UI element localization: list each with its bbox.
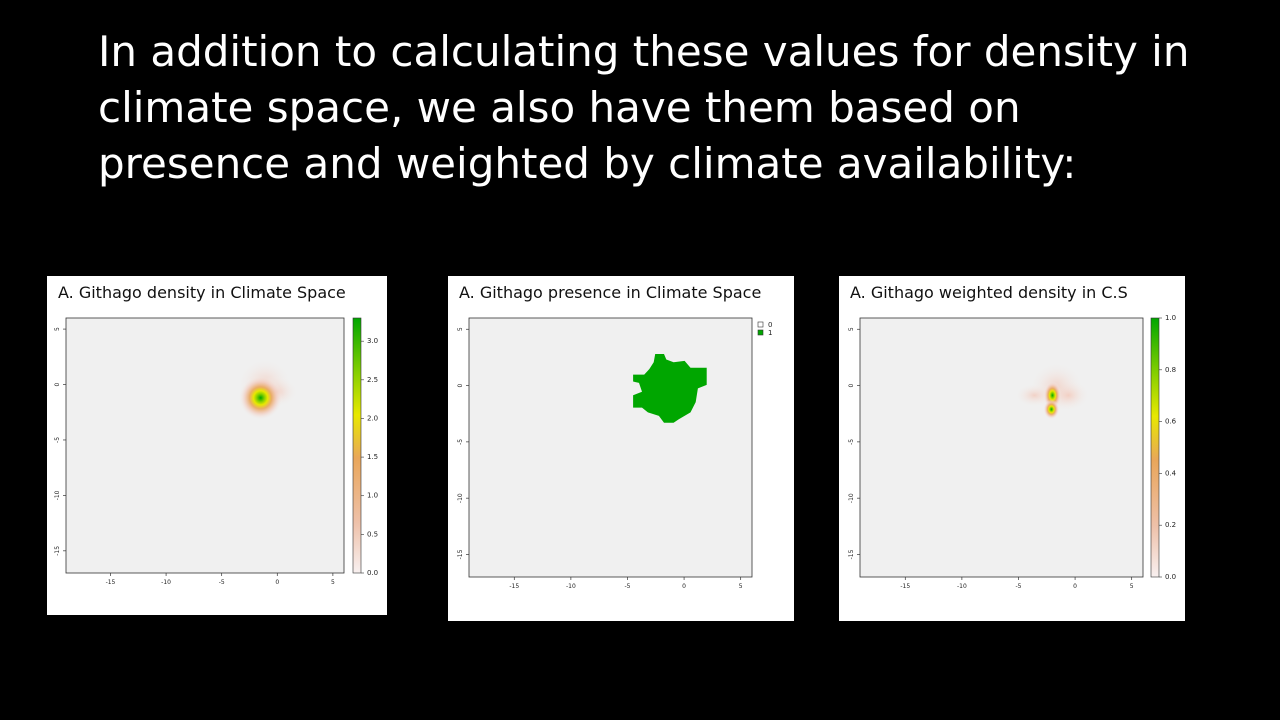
plot-border (468, 317, 753, 578)
legend-colorbar (1150, 317, 1160, 578)
x-tick-label: -10 (566, 583, 576, 590)
legend-tick-label: 0.2 (1165, 521, 1176, 529)
y-tick-label: -10 (54, 490, 61, 500)
x-tick-label: -15 (509, 583, 519, 590)
legend-tick-label: 3.0 (367, 337, 378, 345)
y-tick-label: -5 (848, 439, 855, 445)
legend-tick-label: 2.0 (367, 414, 378, 422)
x-tick-label: 0 (1073, 583, 1077, 590)
legend-tick-label: 0.5 (367, 530, 378, 538)
presence-region (633, 354, 707, 423)
chart-title: A. Githago presence in Climate Space (459, 283, 762, 302)
density-hotspot (238, 375, 283, 420)
legend-label: 0 (768, 321, 772, 329)
y-tick-label: 0 (848, 383, 855, 387)
chart-title: A. Githago density in Climate Space (58, 283, 346, 302)
x-tick-label: 0 (682, 583, 686, 590)
legend-tick-label: 1.0 (1165, 314, 1176, 322)
x-tick-label: -5 (219, 579, 225, 586)
x-tick-label: -10 (161, 579, 171, 586)
weighted-density-chart-panel: A. Githago weighted density in C.S -15 -1… (839, 276, 1185, 621)
plot-area (66, 318, 344, 573)
legend-tick-label: 0.8 (1165, 366, 1176, 374)
legend-tick-label: 1.0 (367, 492, 378, 500)
x-tick-label: -15 (106, 579, 116, 586)
x-tick-label: -15 (900, 583, 910, 590)
legend-label: 1 (768, 329, 772, 337)
y-tick-label: -15 (457, 549, 464, 559)
y-tick-label: -15 (848, 549, 855, 559)
legend-tick-label: 0.0 (1165, 573, 1176, 581)
y-tick-label: -10 (848, 493, 855, 503)
x-tick-label: -5 (1015, 583, 1021, 590)
plot-border (859, 317, 1144, 578)
legend-tick-label: 0.6 (1165, 418, 1177, 426)
x-tick-label: 0 (275, 579, 279, 586)
y-tick-label: -10 (457, 493, 464, 503)
x-tick-label: -10 (957, 583, 967, 590)
density-chart-panel: A. Githago density in Climate Space -15-… (47, 276, 387, 615)
y-tick-label: -15 (54, 546, 61, 556)
slide-title: In addition to calculating these values … (98, 27, 1190, 188)
y-tick-label: 5 (848, 327, 855, 331)
legend-colorbar (352, 317, 362, 574)
legend-swatch (757, 321, 764, 328)
density-hotspot (1043, 399, 1060, 420)
y-tick-label: -5 (54, 437, 61, 443)
x-tick-label: -5 (624, 583, 630, 590)
plot-border (65, 317, 345, 574)
y-tick-label: 0 (54, 382, 61, 386)
x-tick-label: 5 (331, 579, 335, 586)
plot-area (860, 318, 1143, 577)
legend-tick-label: 1.5 (367, 453, 378, 461)
y-tick-label: -5 (457, 439, 464, 445)
x-tick-label: 5 (1130, 583, 1134, 590)
density-heatmap: -15 -10 -5 0 5 5 0 -5 -10 -15 0.0 0.5 1.0 1.5 2.0 2.5 3.… (54, 317, 378, 586)
legend-swatch (757, 329, 764, 336)
presence-chart-panel: A. Githago presence in Climate Space -15… (448, 276, 794, 621)
legend-tick-label: 0.0 (367, 569, 378, 577)
y-tick-label: 5 (457, 327, 464, 331)
weighted-density-heatmap: -15 -10 -5 0 5 5 0 -5 -10 -15 0.0 0.2 0.4 0.6 0.8 1.0 (848, 314, 1177, 590)
y-tick-label: 5 (54, 327, 61, 331)
y-tick-label: 0 (457, 383, 464, 387)
x-tick-label: 5 (739, 583, 743, 590)
legend-tick-label: 2.5 (367, 376, 378, 384)
chart-title: A. Githago weighted density in C.S (850, 283, 1128, 302)
legend-tick-label: 0.4 (1165, 469, 1177, 477)
plot-area (469, 318, 752, 577)
